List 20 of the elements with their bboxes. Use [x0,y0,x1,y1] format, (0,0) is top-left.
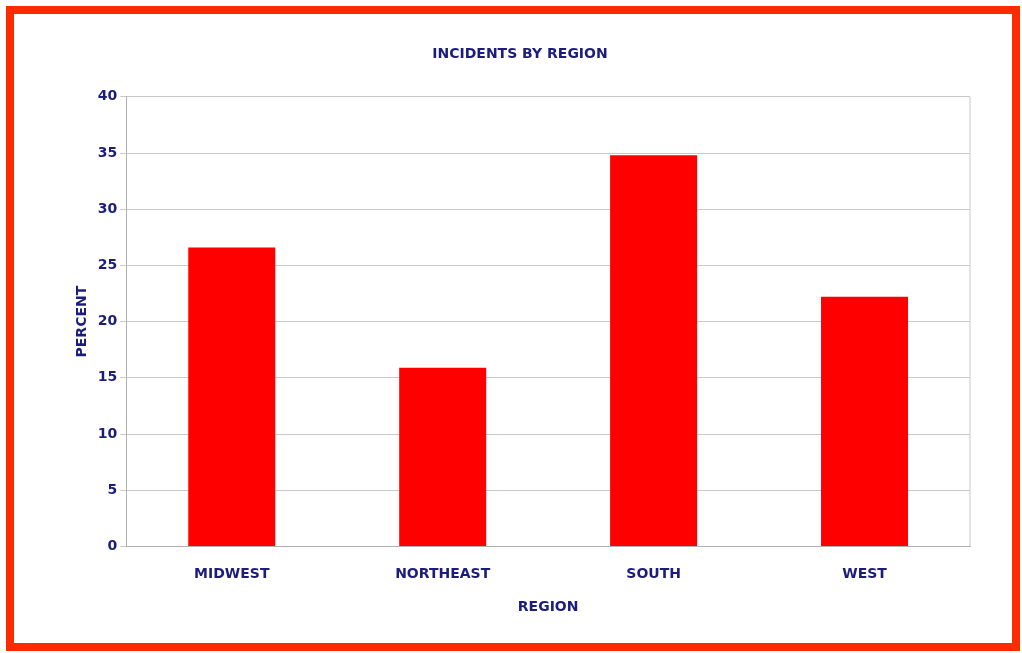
y-tick-label: 0 [107,537,118,554]
x-tick-label: SOUTH [626,565,681,582]
bar [399,367,487,546]
y-tick-label: 5 [107,480,118,497]
chart-title: INCIDENTS BY REGION [432,45,608,62]
y-tick-label: 35 [97,143,118,160]
y-tick-label: 20 [97,312,118,329]
y-tick-label: 30 [97,199,118,216]
y-tick-label: 25 [97,256,118,273]
bar [821,296,909,546]
y-tick-label: 40 [97,87,118,104]
y-tick-label: 15 [97,368,118,385]
y-tick-label: 10 [97,424,118,441]
y-axis-title: PERCENT [73,285,90,358]
x-tick-label: MIDWEST [194,565,270,582]
x-tick-label: NORTHEAST [395,565,491,582]
x-axis-title: REGION [517,598,579,615]
bar [610,155,698,546]
bar [188,247,276,546]
x-tick-label: WEST [842,565,888,582]
